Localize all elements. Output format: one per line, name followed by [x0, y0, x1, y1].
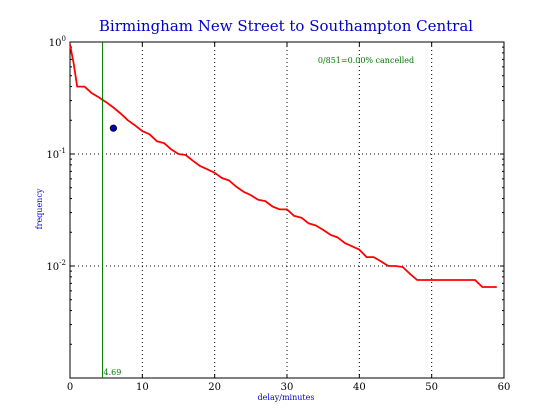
axis-ticks: 0 10 20 30 40 50 60 100 10-1 10-2	[46, 35, 510, 393]
grid	[70, 42, 504, 378]
mean-line-layer: 4.69	[102, 42, 122, 378]
series-line	[69, 44, 497, 288]
cancelled-annotation: 0/851=0.00% cancelled	[318, 56, 414, 65]
y-axis-label: frequency	[35, 188, 44, 229]
y-tick-label: 10-1	[46, 147, 66, 161]
mean-delay-label: 4.69	[104, 368, 122, 377]
x-tick-label: 40	[353, 382, 366, 393]
y-tick-label: 10-2	[46, 259, 66, 273]
x-tick-label: 50	[425, 382, 438, 393]
x-tick-label: 60	[498, 382, 511, 393]
x-tick-label: 20	[208, 382, 221, 393]
point-layer	[109, 124, 118, 132]
x-tick-label: 0	[67, 382, 73, 393]
y-tick-label: 100	[49, 35, 66, 49]
data-point	[109, 124, 118, 132]
x-tick-label: 30	[281, 382, 294, 393]
x-tick-label: 10	[136, 382, 149, 393]
x-axis-label: delay/minutes	[258, 393, 315, 402]
series-layer	[69, 44, 497, 288]
chart-title: Birmingham New Street to Southampton Cen…	[99, 17, 473, 35]
